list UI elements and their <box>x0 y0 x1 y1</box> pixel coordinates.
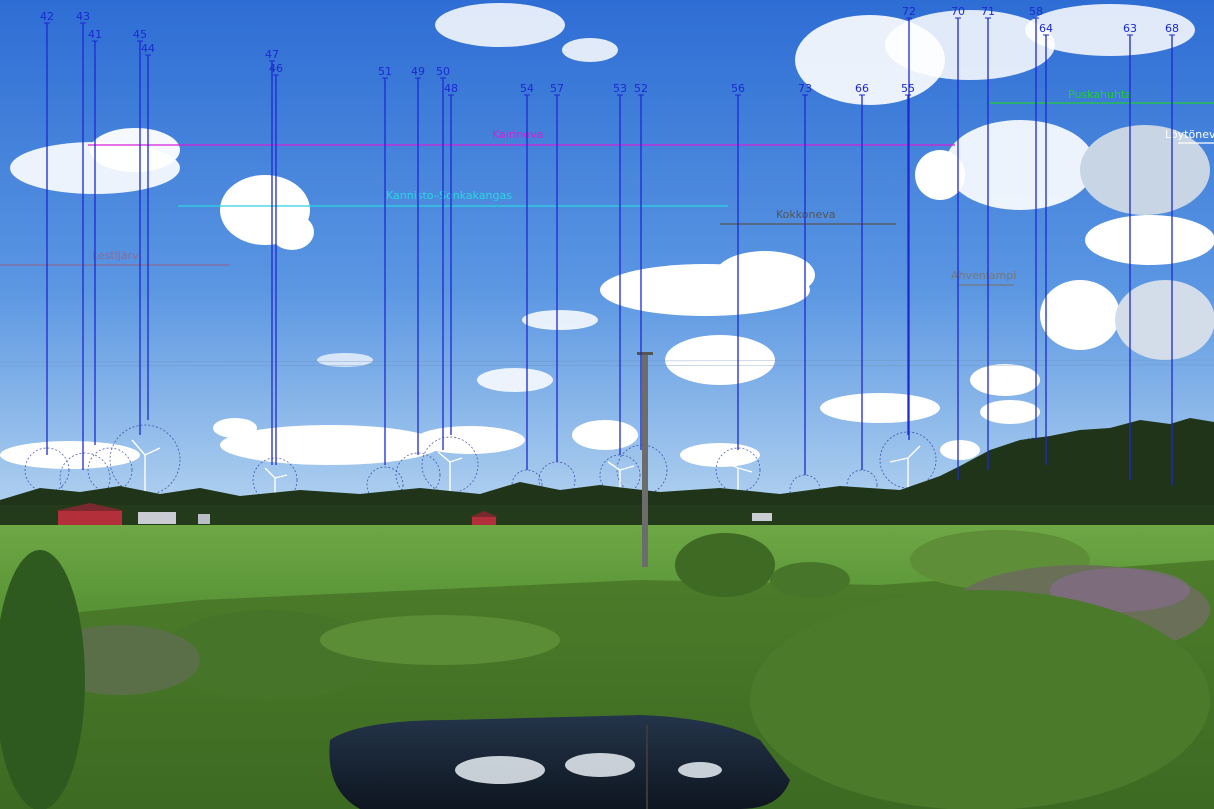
turbine-number-53: 53 <box>613 82 627 95</box>
turbine-number-66: 66 <box>855 82 869 95</box>
turbine-number-73: 73 <box>798 82 812 95</box>
turbine-number-44: 44 <box>141 42 155 55</box>
farm-label-puskahuhta: Puskahuhta <box>1068 88 1132 101</box>
turbine-number-72: 72 <box>902 5 916 18</box>
clouds <box>0 3 1214 469</box>
pond-reflection <box>455 753 722 784</box>
turbine-number-70: 70 <box>951 5 965 18</box>
turbine-number-49: 49 <box>411 65 425 78</box>
turbine-number-56: 56 <box>731 82 745 95</box>
bushes <box>0 530 1210 809</box>
turbine-number-57: 57 <box>550 82 564 95</box>
turbine-number-47: 47 <box>265 48 279 61</box>
pond <box>329 715 790 809</box>
turbine-number-64: 64 <box>1039 22 1053 35</box>
turbine-number-43: 43 <box>76 10 90 23</box>
turbine-number-48: 48 <box>444 82 458 95</box>
horizon-lines <box>0 359 1214 367</box>
farm-label-ahvenlampi: Ahvenlampi <box>951 269 1016 282</box>
turbine-number-58: 58 <box>1029 5 1043 18</box>
turbine-number-51: 51 <box>378 65 392 78</box>
turbine-number-46: 46 <box>269 62 283 75</box>
turbine-number-45: 45 <box>133 28 147 41</box>
utility-pole <box>642 352 648 567</box>
turbine-number-55: 55 <box>901 82 915 95</box>
turbine-number-68: 68 <box>1165 22 1179 35</box>
turbine-number-71: 71 <box>981 5 995 18</box>
farm-label-kairineva: Kairineva <box>492 128 543 141</box>
farm-label-lestijarvi: Lestijärvi <box>92 249 142 262</box>
farm-buildings <box>55 503 772 527</box>
turbine-number-54: 54 <box>520 82 534 95</box>
turbine-number-50: 50 <box>436 65 450 78</box>
turbine-number-63: 63 <box>1123 22 1137 35</box>
treeline <box>0 418 1214 530</box>
turbine-number-42: 42 <box>40 10 54 23</box>
turbine-number-41: 41 <box>88 28 102 41</box>
farm-label-kokkoneva: Kokkoneva <box>776 208 835 221</box>
wind-farm-lines <box>0 102 1214 286</box>
farm-label-kannisto: Kannisto–Sonkakangas <box>386 189 512 202</box>
turbine-number-52: 52 <box>634 82 648 95</box>
farm-label-loytoneva: Löytöneva <box>1165 128 1214 141</box>
